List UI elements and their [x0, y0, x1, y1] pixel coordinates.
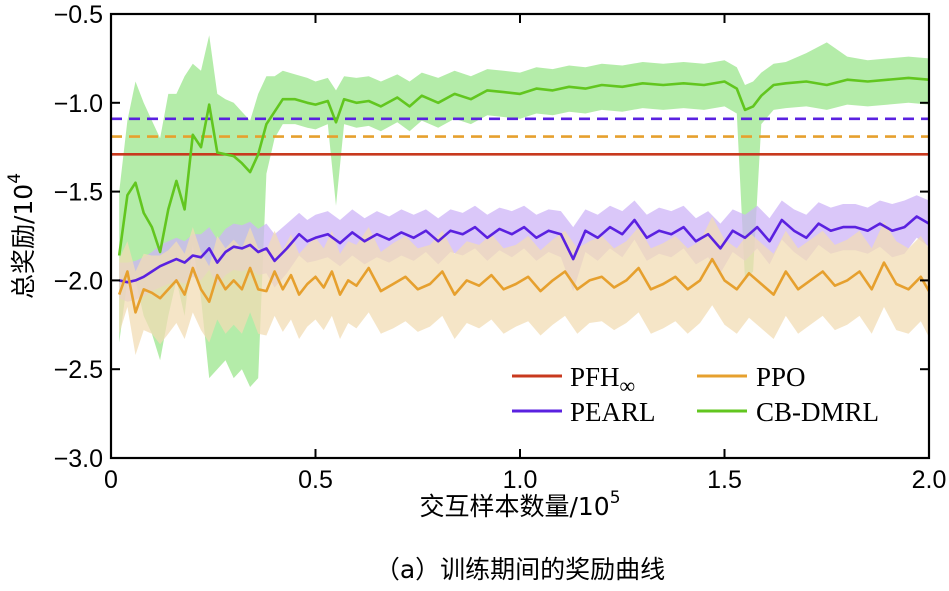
- axis-ticks: 0 0.5 1.0 1.5 2.0 −3.0 −2.5 −2.0 −1.5 −1.0 −0.5: [54, 1, 947, 494]
- y-tick-label: −3.0: [54, 445, 103, 473]
- line-pearl: [118, 215, 930, 284]
- legend-subscript-infinity: ∞: [620, 373, 636, 398]
- band-ppo: [119, 216, 929, 355]
- legend-label-pfh: PFH∞: [570, 362, 635, 398]
- y-tick-label: −1.0: [54, 90, 103, 118]
- band-cb-dmrl: [119, 35, 929, 388]
- line-cb-dmrl: [117, 76, 930, 256]
- x-tick-label: 0: [104, 466, 118, 494]
- y-tick-label: −2.0: [54, 267, 103, 295]
- confidence-bands: [119, 35, 929, 388]
- x-axis-exponent: 5: [610, 488, 621, 508]
- y-axis-title: 总奖励/104: [5, 173, 38, 299]
- band-pearl: [119, 195, 929, 302]
- figure-caption: （a）训练期间的奖励曲线: [375, 555, 665, 584]
- x-tick-label: 1.5: [707, 466, 742, 494]
- line-ppo: [117, 257, 931, 314]
- x-tick-label: 0.5: [298, 466, 333, 494]
- y-tick-label: −0.5: [54, 1, 103, 29]
- y-tick-label: −1.5: [54, 179, 103, 207]
- x-axis-title: 交互样本数量/105: [419, 488, 620, 521]
- legend: PFH∞ PPO PEARL CB-DMRL: [512, 362, 879, 427]
- y-tick-label: −2.5: [54, 356, 103, 384]
- y-axis-exponent: 4: [5, 173, 25, 184]
- x-tick-label: 1.0: [503, 466, 538, 494]
- x-tick-label: 2.0: [912, 466, 947, 494]
- legend-label-pearl: PEARL: [570, 397, 656, 427]
- series-lines: [111, 76, 931, 314]
- legend-label-ppo: PPO: [756, 362, 806, 392]
- legend-label-cbdmrl: CB-DMRL: [756, 397, 879, 427]
